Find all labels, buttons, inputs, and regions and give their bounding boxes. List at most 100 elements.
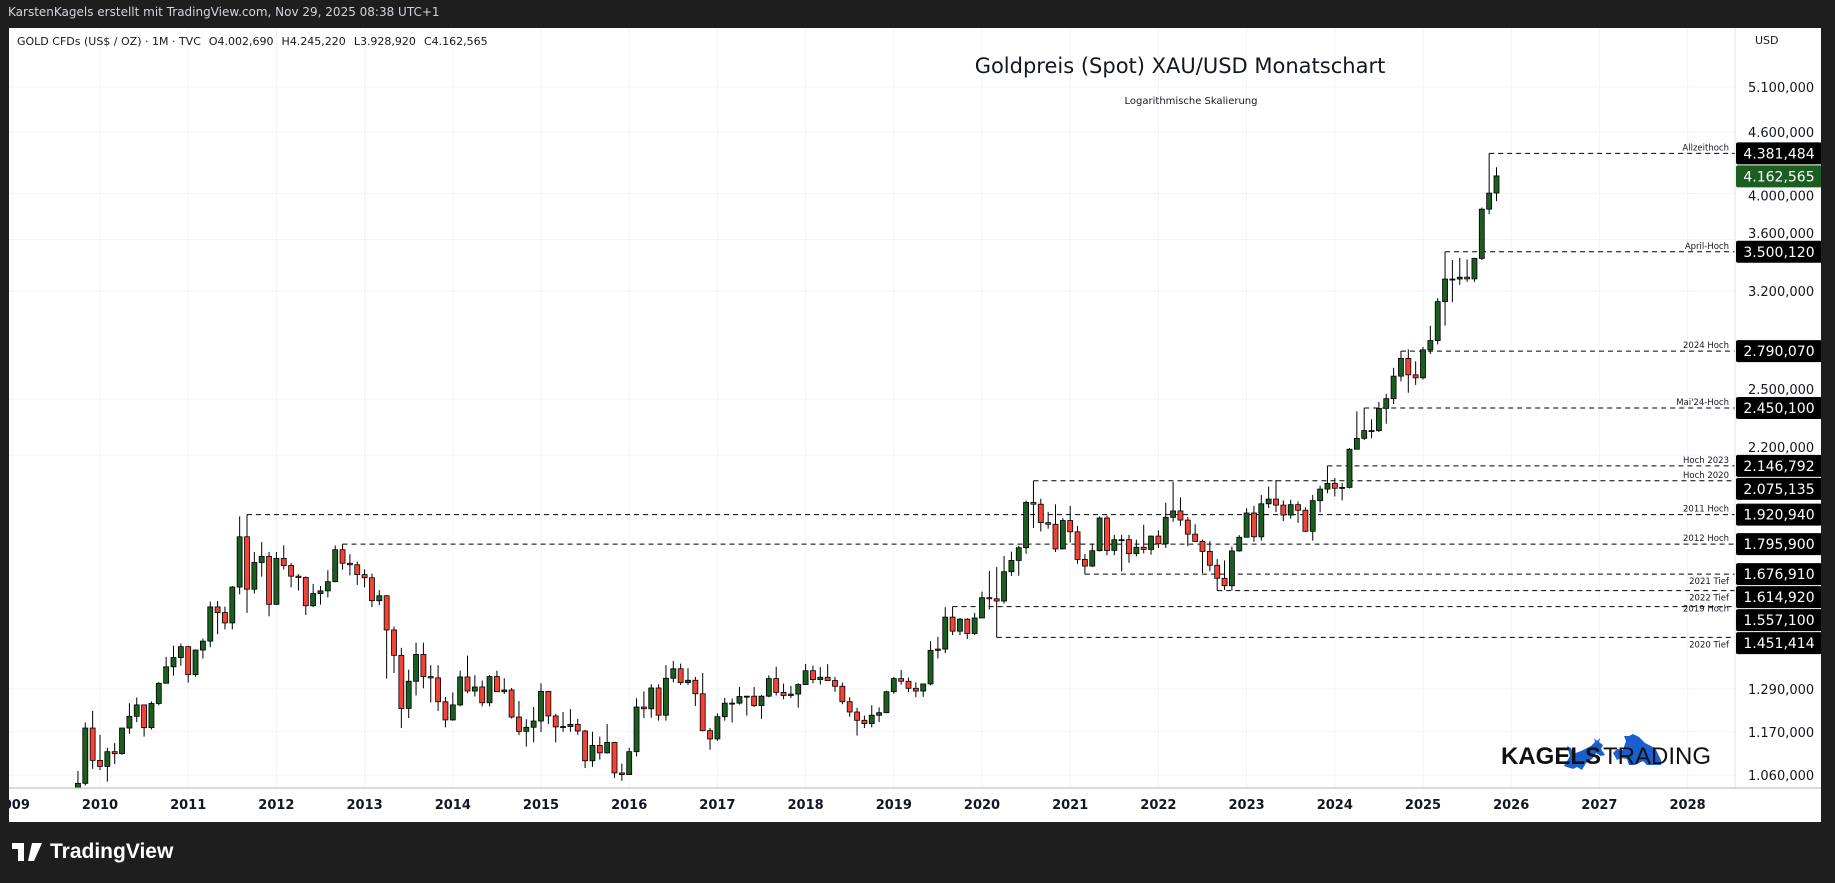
time-tick-label: 2011 [170, 798, 206, 813]
candle-body [236, 536, 243, 588]
candle [244, 514, 250, 613]
candle [854, 707, 860, 736]
candle [324, 570, 331, 598]
candle [1199, 539, 1206, 574]
candle [508, 687, 515, 719]
candle-body [1353, 437, 1360, 450]
candle-body [523, 726, 530, 732]
candle [810, 665, 816, 684]
time-tick-label: 2026 [1493, 798, 1529, 813]
candle [971, 612, 978, 636]
time-axis[interactable]: 2009 2010 2011 2012 2013 2014 2015 2016 2017 2018… [0, 798, 1706, 813]
tradingview-footer[interactable]: TradingView [12, 840, 173, 864]
candle [1442, 251, 1448, 326]
candle-body [1265, 498, 1272, 505]
candle-body [1346, 448, 1353, 488]
candle-body [1368, 430, 1375, 432]
candle-body [1192, 533, 1199, 542]
candle-body [111, 751, 118, 755]
price-axis[interactable]: 5.100,000 4.600,000 4.000,000 3.600,000 3.20… [1748, 81, 1814, 784]
candle-body [1030, 502, 1037, 505]
candle [1059, 518, 1066, 550]
candle-body [302, 577, 309, 607]
candle [258, 542, 265, 577]
candle [1346, 448, 1353, 489]
candle [1162, 502, 1169, 548]
candle-body [699, 693, 706, 732]
candle-body [920, 683, 927, 692]
candle [1456, 257, 1463, 285]
candle [1471, 257, 1478, 282]
candle-body [479, 686, 486, 704]
candle-body [1089, 550, 1096, 567]
level-price-badge-text: 2.075,135 [1743, 482, 1814, 498]
candle-body [1001, 571, 1007, 602]
chart-container[interactable]: Allzeithoch April-Hoch 2024 Hoch Mai'24-Hoc… [0, 28, 1822, 822]
candle-body [295, 575, 302, 578]
candle-body [119, 727, 125, 755]
level-price-badge-text: 4.381,484 [1743, 146, 1814, 162]
candle [1214, 559, 1221, 591]
legend-low: L3.928,920 [354, 35, 416, 48]
candle [935, 636, 941, 659]
level-price-badge-text: 1.795,900 [1743, 537, 1814, 553]
candle [442, 696, 449, 728]
candle [1302, 507, 1309, 532]
price-tick-label: 1.170,000 [1748, 726, 1814, 741]
kagels-trading-logo: KAGELSTRADING [1501, 734, 1711, 770]
candle-body [1111, 539, 1118, 551]
candle-body [229, 586, 236, 624]
candle-body [1067, 520, 1074, 533]
candle-body [126, 715, 133, 729]
candle [699, 672, 706, 732]
candle-body [516, 716, 522, 732]
candle-body [986, 597, 993, 600]
candle [1148, 535, 1154, 555]
candle [618, 763, 625, 781]
candle-body [192, 649, 199, 676]
candle-body [1287, 504, 1294, 516]
candle-body [868, 714, 875, 724]
candle-body [1199, 540, 1206, 552]
price-tick-label: 3.600,000 [1748, 227, 1814, 242]
candle-body [993, 598, 1000, 602]
candle-body [1096, 517, 1103, 552]
candle [1324, 465, 1331, 494]
candle-body [1126, 539, 1132, 555]
candle-body [1162, 516, 1169, 545]
candle [1104, 515, 1110, 556]
chart-legend-symbol: GOLD CFDs (US$ / OZ) · 1M · TVC [17, 35, 201, 48]
candle-body [1177, 510, 1184, 521]
candle [876, 707, 882, 723]
candle [817, 667, 824, 685]
candle [332, 545, 339, 583]
time-tick-label: 2014 [435, 798, 471, 813]
candle-body [1148, 535, 1154, 550]
candle-body [780, 691, 787, 696]
candle [177, 643, 184, 666]
candle [1170, 481, 1176, 522]
candle [552, 713, 559, 743]
candle-body [832, 680, 838, 687]
candle [1368, 419, 1375, 439]
candle [795, 683, 802, 708]
candle-body [795, 684, 802, 695]
level-price-badge-text: 1.920,940 [1743, 508, 1814, 524]
candle [1309, 494, 1316, 541]
candle [1045, 511, 1052, 529]
candle-body [508, 689, 515, 718]
candle [273, 551, 280, 605]
candle [743, 695, 750, 716]
candle-body [420, 654, 427, 678]
candle-body [486, 676, 493, 704]
candle [648, 684, 655, 718]
candlestick-chart[interactable]: Allzeithoch April-Hoch 2024 Hoch Mai'24-Hoc… [0, 28, 1822, 822]
candle [229, 585, 236, 630]
candle-body [758, 695, 765, 706]
candle-body [560, 726, 566, 728]
candle [427, 665, 434, 703]
candle-body [155, 682, 162, 704]
candle-body [442, 701, 449, 721]
candle-body [464, 676, 471, 692]
candle-body [788, 693, 794, 696]
